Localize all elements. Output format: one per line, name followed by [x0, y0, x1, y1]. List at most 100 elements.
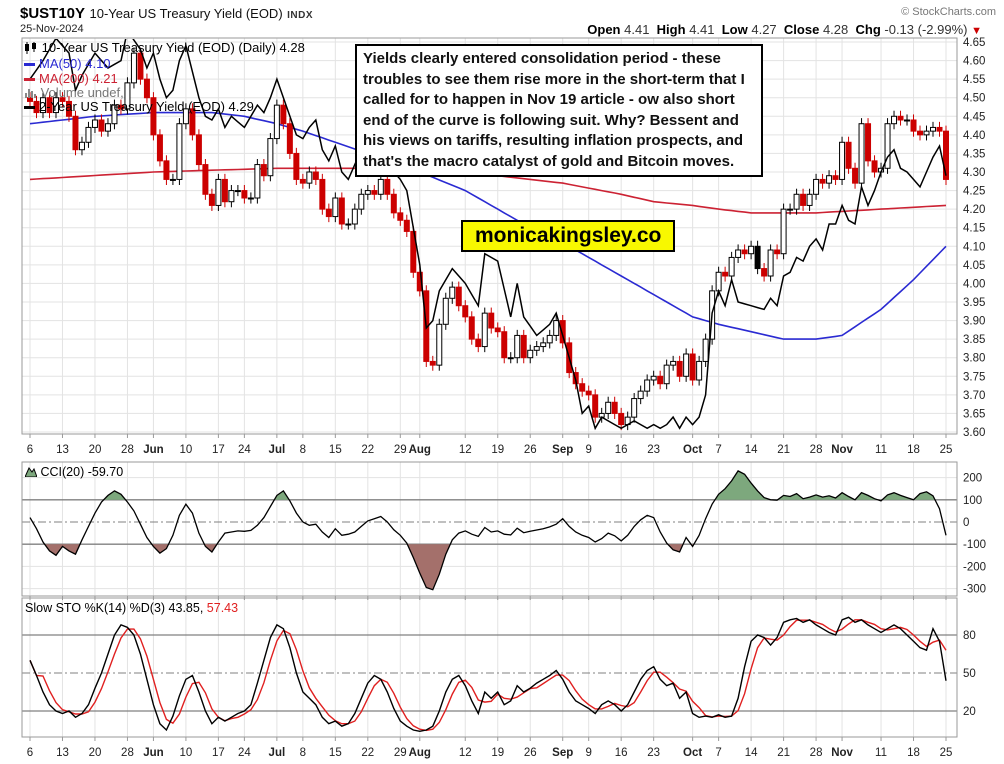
axis-tick-label: 21: [777, 747, 790, 759]
axis-tick-label: 24: [238, 747, 251, 759]
legend-2y: 2-Year US Treasury Yield (EOD) 4.29: [24, 100, 254, 113]
axis-tick-label: 7: [715, 444, 721, 456]
axis-tick-label: Aug: [409, 444, 431, 456]
low-label: Low: [721, 22, 748, 37]
legend-ma50: MA(50) 4.10: [24, 57, 111, 70]
axis-tick-label: 23: [647, 444, 660, 456]
ma50-line: [29, 111, 947, 340]
volume-icon: [25, 89, 36, 98]
annotation-text: Yields clearly entered consolidation per…: [363, 50, 745, 170]
axis-tick-label: 11: [875, 747, 887, 759]
close-label: Close: [783, 22, 820, 37]
watermark-text: monicakingsley.co: [475, 224, 662, 247]
legend-volume-label: Volume undef,: [40, 85, 124, 100]
axis-tick-label: Nov: [831, 444, 853, 456]
axis-tick-label: 17: [212, 444, 225, 456]
axis-tick-label: 3.60: [963, 427, 985, 439]
axis-tick-label: 4.55: [963, 74, 985, 86]
axis-tick-label: 4.50: [963, 93, 985, 105]
chg-label: Chg: [855, 22, 881, 37]
axis-tick-label: 4.00: [963, 278, 985, 290]
source-credit: © StockCharts.com: [901, 6, 996, 18]
candles: [27, 47, 949, 431]
axis-tick-label: 25: [940, 444, 953, 456]
axis-tick-label: 3.95: [963, 297, 985, 309]
axis-tick-label: 3.90: [963, 316, 985, 328]
axis-tick-label: 4.10: [963, 241, 985, 253]
legend-cci: CCI(20) -59.70: [24, 465, 124, 479]
ma200-line-icon: [24, 78, 35, 82]
axis-tick-label: 6: [27, 747, 33, 759]
sto-k-line: [29, 616, 947, 733]
axis-tick-label: 4.05: [963, 260, 985, 272]
axis-tick-label: Jun: [143, 444, 163, 456]
open-label: Open: [587, 22, 621, 37]
axis-tick-label: 15: [329, 747, 342, 759]
axis-tick-label: 3.75: [963, 371, 985, 383]
axis-tick-label: 4.65: [963, 37, 985, 49]
down-triangle-icon: ▼: [971, 25, 982, 37]
axis-tick-label: 20: [89, 444, 102, 456]
line-2y: [29, 39, 947, 431]
axis-tick-label: 26: [524, 747, 537, 759]
axis-tick-label: 11: [875, 444, 887, 456]
axis-tick-label: 28: [810, 444, 823, 456]
legend-sto-label: Slow STO %K(14) %D(3) 43.85,: [25, 601, 204, 615]
axis-tick-label: 23: [647, 747, 660, 759]
axis-tick-label: 3.80: [963, 353, 985, 365]
axis-tick-label: 28: [121, 747, 134, 759]
axis-tick-label: 12: [459, 444, 472, 456]
axis-tick-label: Jul: [269, 444, 286, 456]
header-line1: $UST10Y 10-Year US Treasury Yield (EOD) …: [20, 5, 313, 23]
axis-tick-label: 29: [394, 444, 407, 456]
axis-tick-label: 4.30: [963, 167, 985, 179]
axis-tick-label: 13: [56, 444, 69, 456]
axis-tick-label: 4.45: [963, 111, 985, 123]
axis-tick-label: 4.25: [963, 186, 985, 198]
axis-tick-label: 16: [615, 444, 628, 456]
axis-tick-label: 12: [459, 747, 472, 759]
axis-tick-label: 19: [491, 747, 504, 759]
legend-cci-label: CCI(20) -59.70: [40, 465, 124, 479]
axis-tick-label: 4.40: [963, 130, 985, 142]
open-value: 4.41: [624, 22, 650, 37]
axis-tick-label: 19: [491, 444, 504, 456]
legend-main-series: 10-Year US Treasury Yield (EOD) (Daily) …: [24, 41, 305, 54]
high-value: 4.41: [689, 22, 715, 37]
sto-d-line: [29, 619, 947, 732]
low-value: 4.27: [751, 22, 777, 37]
axis-tick-label: 3.65: [963, 408, 985, 420]
axis-tick-label: 4.20: [963, 204, 985, 216]
axis-tick-label: 9: [585, 747, 591, 759]
axis-tick-label: Oct: [683, 444, 702, 456]
axis-tick-label: 29: [394, 747, 407, 759]
sto-plot: [29, 616, 947, 733]
two-year-line: [29, 39, 947, 431]
annotation-box: Yields clearly entered consolidation per…: [355, 44, 763, 177]
axis-tick-label: 10: [180, 747, 193, 759]
high-label: High: [656, 22, 686, 37]
axis-tick-label: 50: [963, 668, 976, 680]
axis-tick-label: 20: [89, 747, 102, 759]
axis-tick-label: 28: [121, 444, 134, 456]
legend-ma50-label: MA(50) 4.10: [39, 56, 111, 71]
axis-tick-label: 7: [715, 747, 721, 759]
line2y-icon: [24, 106, 35, 110]
axis-labels: 4.65 4.60 4.55 4.50 4.45 4.40 4.35 4.30 4.25 4.20…: [27, 37, 986, 759]
axis-tick-label: 4.35: [963, 148, 985, 160]
cci-area-icon: [24, 467, 38, 478]
axis-tick-label: 10: [180, 444, 193, 456]
page-title: 10-Year US Treasury Yield (EOD): [89, 6, 283, 21]
exchange-label: INDX: [287, 10, 314, 21]
candlestick-icon: [25, 42, 36, 54]
watermark-tag[interactable]: monicakingsley.co: [461, 220, 676, 252]
axis-tick-label: 28: [810, 747, 823, 759]
legend-volume: Volume undef,: [24, 86, 124, 99]
axis-tick-label: 80: [963, 630, 976, 642]
axis-tick-label: 14: [745, 747, 758, 759]
axis-tick-label: 20: [963, 706, 976, 718]
cci-plot: [29, 470, 947, 591]
legend-main-series-label: 10-Year US Treasury Yield (EOD) (Daily) …: [41, 40, 305, 55]
axis-tick-label: 16: [615, 747, 628, 759]
axis-tick-label: 18: [907, 444, 920, 456]
